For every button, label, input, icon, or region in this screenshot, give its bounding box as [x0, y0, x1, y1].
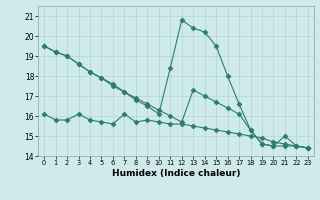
X-axis label: Humidex (Indice chaleur): Humidex (Indice chaleur) [112, 169, 240, 178]
